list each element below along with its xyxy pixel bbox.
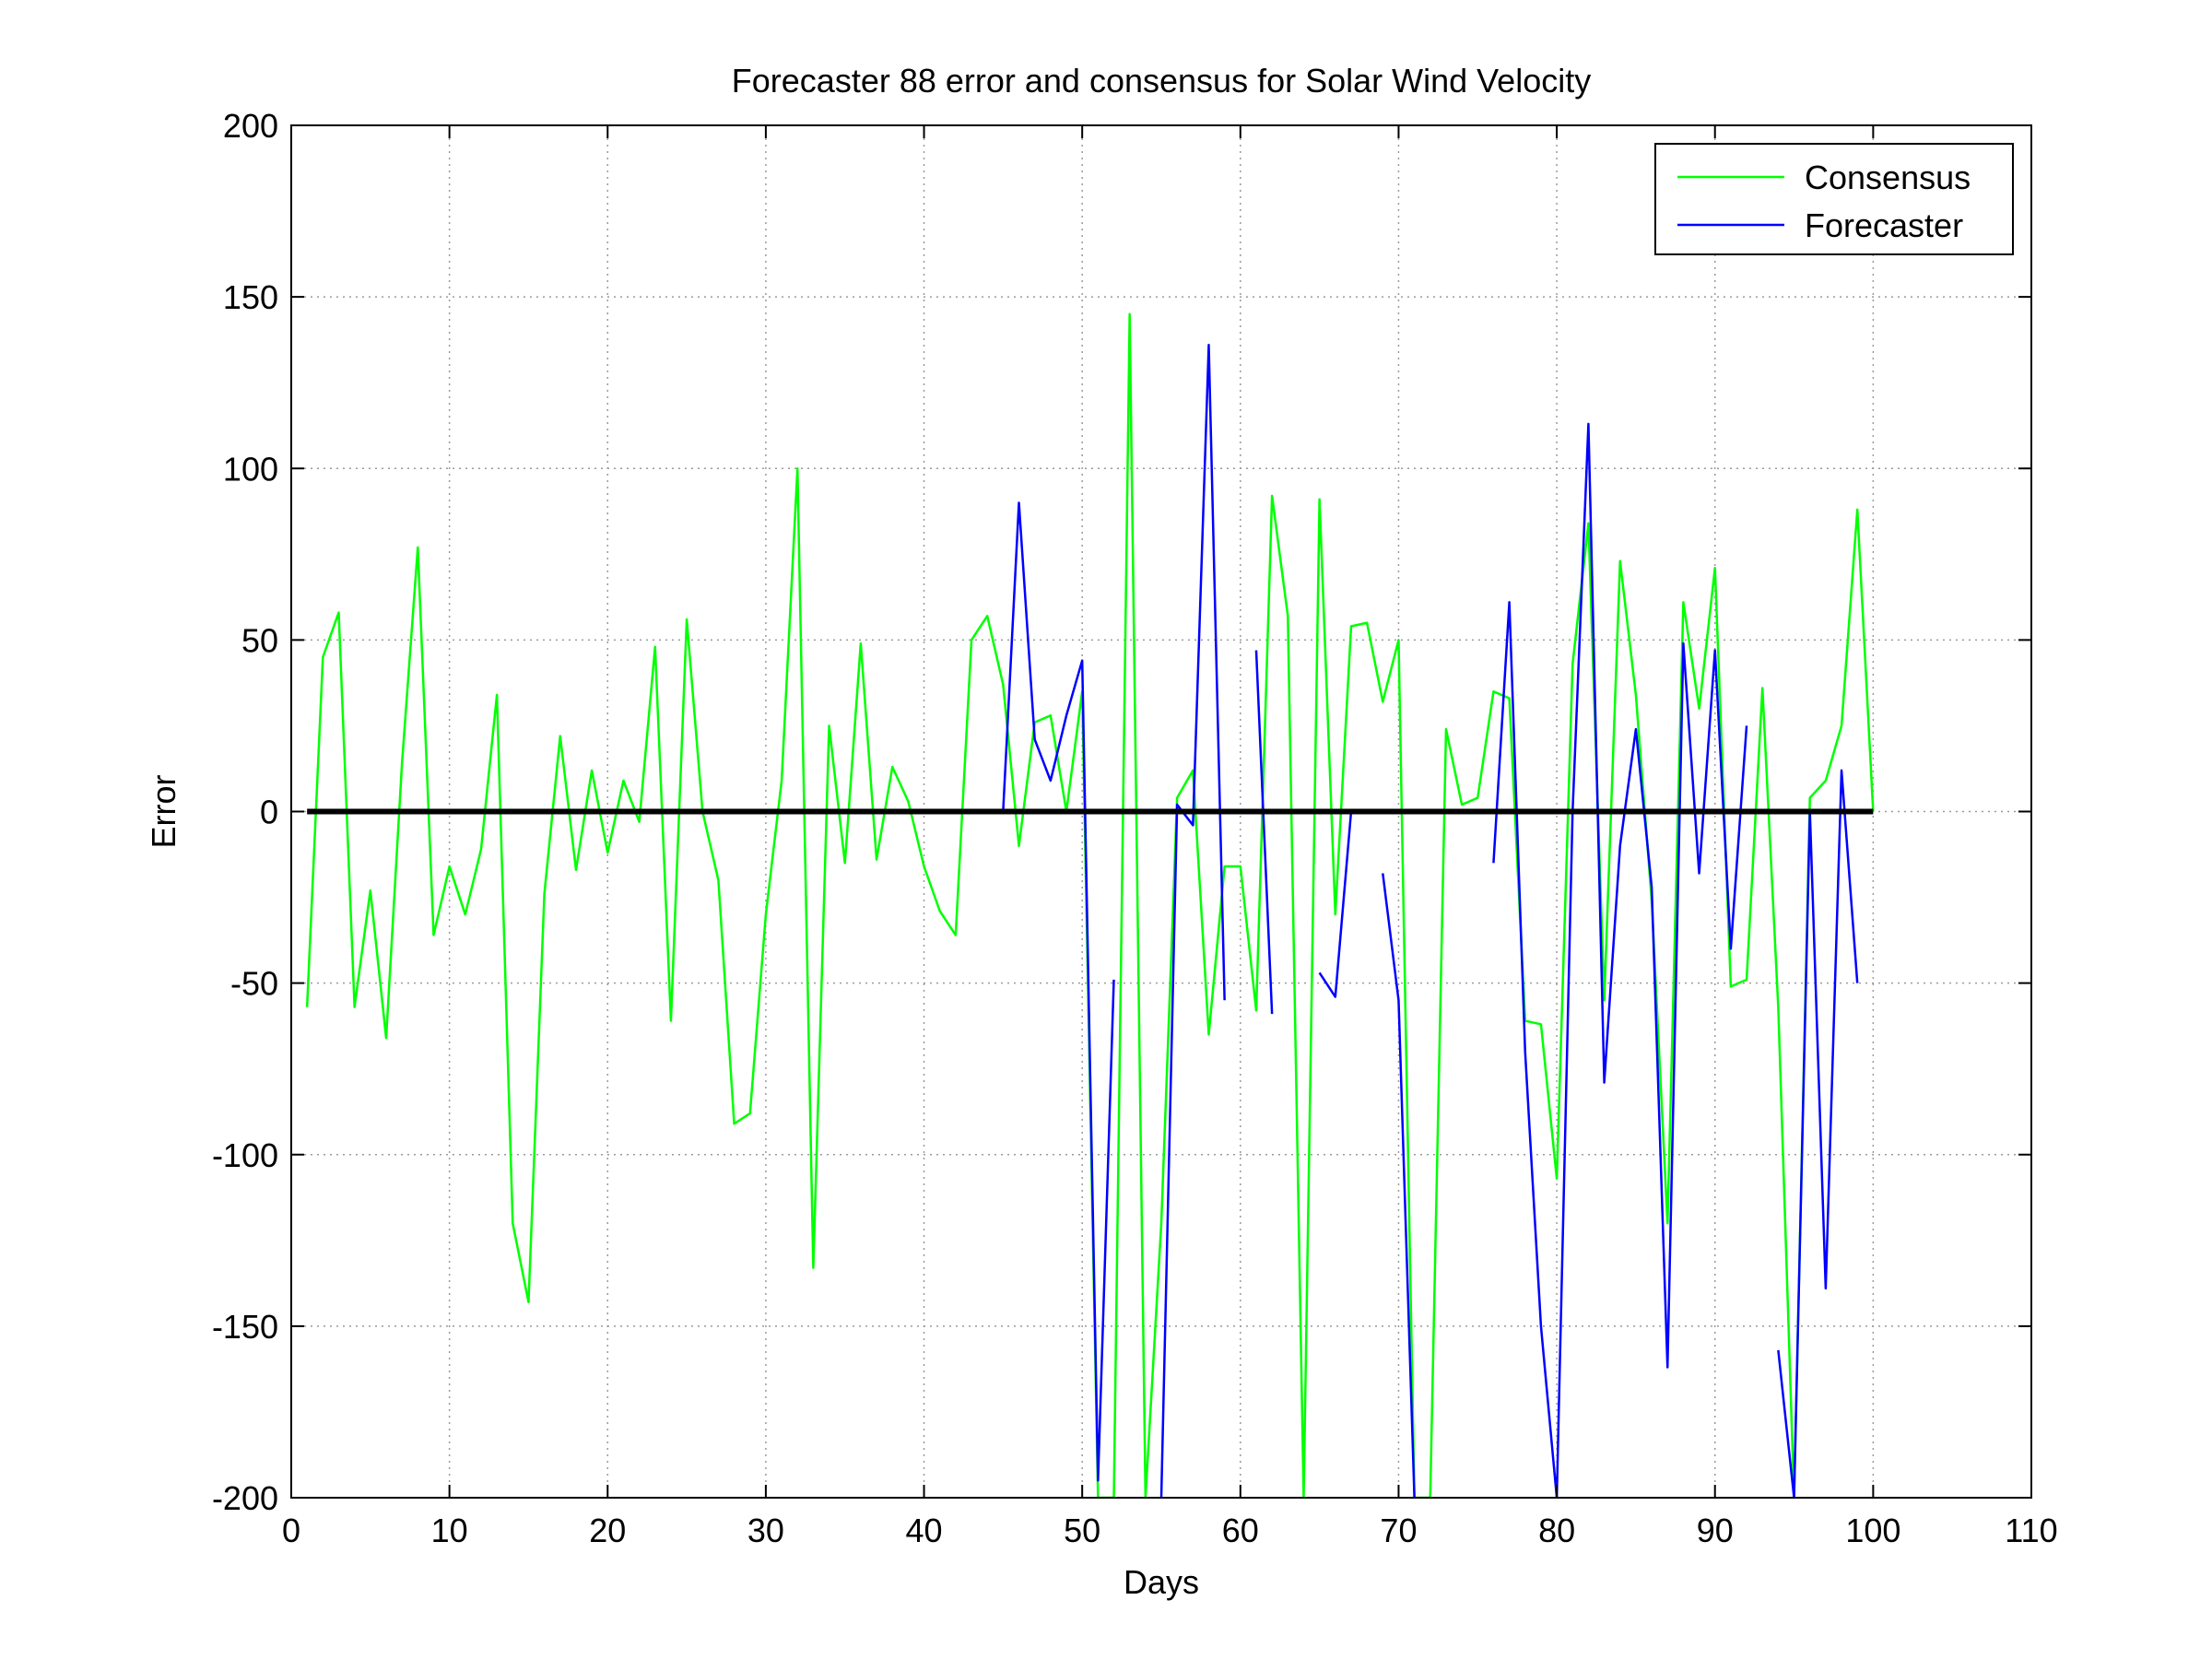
legend-label-forecaster: Forecaster xyxy=(1805,206,1963,244)
x-tick-label: 90 xyxy=(1697,1512,1734,1549)
x-tick-label: 110 xyxy=(2005,1512,2057,1549)
y-tick-label: -200 xyxy=(212,1479,278,1517)
x-axis-label: Days xyxy=(1124,1563,1199,1601)
x-tick-label: 0 xyxy=(282,1512,300,1549)
y-tick-label: -100 xyxy=(212,1136,278,1174)
chart-title: Forecaster 88 error and consensus for So… xyxy=(732,62,1591,100)
x-tick-label: 40 xyxy=(906,1512,943,1549)
y-tick-label: 50 xyxy=(241,621,278,659)
series-layer xyxy=(305,312,1875,1498)
legend-label-consensus: Consensus xyxy=(1805,159,1971,196)
y-tick-label: 100 xyxy=(223,450,278,488)
x-tick-label: 10 xyxy=(431,1512,468,1549)
grid xyxy=(291,125,2031,1498)
y-tick-label: 200 xyxy=(223,107,278,145)
legend-box xyxy=(1654,143,2014,255)
series-line-forecaster xyxy=(1002,343,1859,1498)
y-tick-label: -50 xyxy=(230,965,278,1003)
legend: Consensus Forecaster xyxy=(1654,143,2014,255)
x-tick-label: 60 xyxy=(1222,1512,1259,1549)
x-tick-label: 100 xyxy=(1845,1512,1900,1549)
y-axis-label: Error xyxy=(145,774,182,848)
y-tick-label: 150 xyxy=(223,278,278,316)
x-tick-label: 50 xyxy=(1064,1512,1100,1549)
y-tick-label: 0 xyxy=(260,794,278,831)
x-tick-label: 70 xyxy=(1380,1512,1417,1549)
y-tick-label: -150 xyxy=(212,1308,278,1346)
x-tick-label: 80 xyxy=(1538,1512,1575,1549)
x-tick-label: 30 xyxy=(747,1512,784,1549)
x-tick-label: 20 xyxy=(589,1512,626,1549)
ticks: 0 10 20 30 40 50 60 70 80 90 100 110 -200 -150 -100 -50… xyxy=(212,107,2058,1549)
